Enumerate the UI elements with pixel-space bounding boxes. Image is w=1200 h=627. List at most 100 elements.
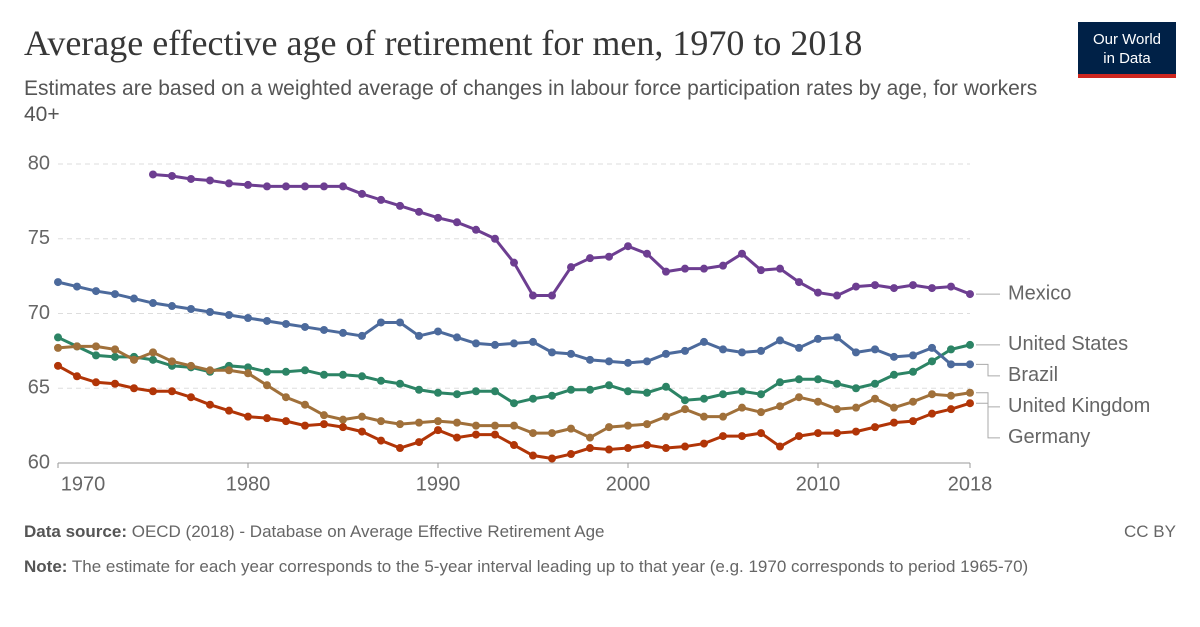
data-point	[909, 367, 917, 376]
data-point	[225, 406, 233, 415]
data-point	[339, 182, 347, 191]
data-point	[947, 282, 955, 291]
data-point	[586, 385, 594, 394]
x-tick-label: 1980	[226, 473, 271, 495]
logo[interactable]: Our World in Data	[1078, 22, 1176, 78]
data-point	[548, 348, 556, 357]
data-point	[947, 405, 955, 414]
data-point	[282, 417, 290, 426]
data-point	[966, 360, 974, 369]
data-point	[567, 385, 575, 394]
data-point	[567, 450, 575, 459]
x-tick-label: 2000	[606, 473, 651, 495]
data-point	[130, 355, 138, 364]
data-point	[111, 379, 119, 388]
legend-label: Brazil	[1008, 364, 1058, 386]
legend-label: United Kingdom	[1008, 395, 1150, 417]
data-point	[396, 318, 404, 327]
data-point	[453, 390, 461, 399]
data-point	[187, 174, 195, 183]
data-point	[890, 352, 898, 361]
data-point	[833, 333, 841, 342]
data-point	[795, 375, 803, 384]
data-point	[871, 345, 879, 354]
data-point	[776, 378, 784, 387]
y-tick-label: 80	[28, 152, 50, 174]
data-point	[434, 388, 442, 397]
series-line	[152, 172, 971, 298]
data-point	[510, 258, 518, 267]
data-point	[738, 403, 746, 412]
data-point	[947, 345, 955, 354]
data-point	[548, 391, 556, 400]
data-point	[624, 242, 632, 251]
data-point	[187, 305, 195, 314]
data-point	[662, 412, 670, 421]
chart-title: Average effective age of retirement for …	[24, 23, 863, 63]
data-point	[700, 412, 708, 421]
data-point	[605, 381, 613, 390]
data-point	[301, 366, 309, 375]
data-point	[301, 182, 309, 191]
data-point	[833, 379, 841, 388]
data-point	[624, 387, 632, 396]
license[interactable]: CC BY	[1124, 522, 1176, 541]
note: Note: The estimate for each year corresp…	[24, 555, 1174, 578]
data-point	[548, 429, 556, 438]
source-text: OECD (2018) - Database on Average Effect…	[131, 522, 605, 541]
data-point	[681, 264, 689, 273]
y-tick-label: 75	[28, 227, 50, 249]
data-point	[491, 387, 499, 396]
data-point	[472, 387, 480, 396]
data-point	[966, 388, 974, 397]
data-point	[54, 278, 62, 287]
data-point	[890, 418, 898, 427]
data-point	[776, 442, 784, 451]
data-point	[301, 400, 309, 409]
data-point	[605, 252, 613, 261]
data-point	[624, 358, 632, 367]
data-point	[92, 342, 100, 351]
data-point	[586, 433, 594, 442]
data-point	[890, 370, 898, 379]
data-point	[187, 393, 195, 402]
data-point	[681, 396, 689, 405]
data-point	[719, 390, 727, 399]
data-point	[453, 433, 461, 442]
data-point	[776, 402, 784, 411]
data-point	[377, 195, 385, 204]
data-point	[453, 418, 461, 427]
data-point	[871, 379, 879, 388]
data-point	[586, 444, 594, 453]
data-point	[719, 412, 727, 421]
data-point	[206, 176, 214, 185]
data-point	[719, 261, 727, 270]
data-point	[263, 381, 271, 390]
data-point	[776, 264, 784, 273]
data-point	[928, 284, 936, 293]
data-point	[567, 263, 575, 272]
data-point	[472, 225, 480, 234]
data-point	[225, 366, 233, 375]
data-point	[472, 421, 480, 430]
data-point	[662, 444, 670, 453]
data-point	[700, 394, 708, 403]
data-point	[111, 352, 119, 361]
data-point	[282, 367, 290, 376]
data-point	[510, 441, 518, 450]
data-point	[244, 369, 252, 378]
data-point	[396, 444, 404, 453]
data-point	[339, 415, 347, 424]
data-point	[909, 351, 917, 360]
data-point	[510, 339, 518, 348]
data-point	[814, 429, 822, 438]
data-point	[339, 423, 347, 432]
data-point	[206, 400, 214, 409]
data-point	[947, 391, 955, 400]
data-point	[871, 423, 879, 432]
data-point	[149, 299, 157, 308]
data-point	[358, 372, 366, 381]
data-point	[624, 444, 632, 453]
data-point	[662, 267, 670, 276]
